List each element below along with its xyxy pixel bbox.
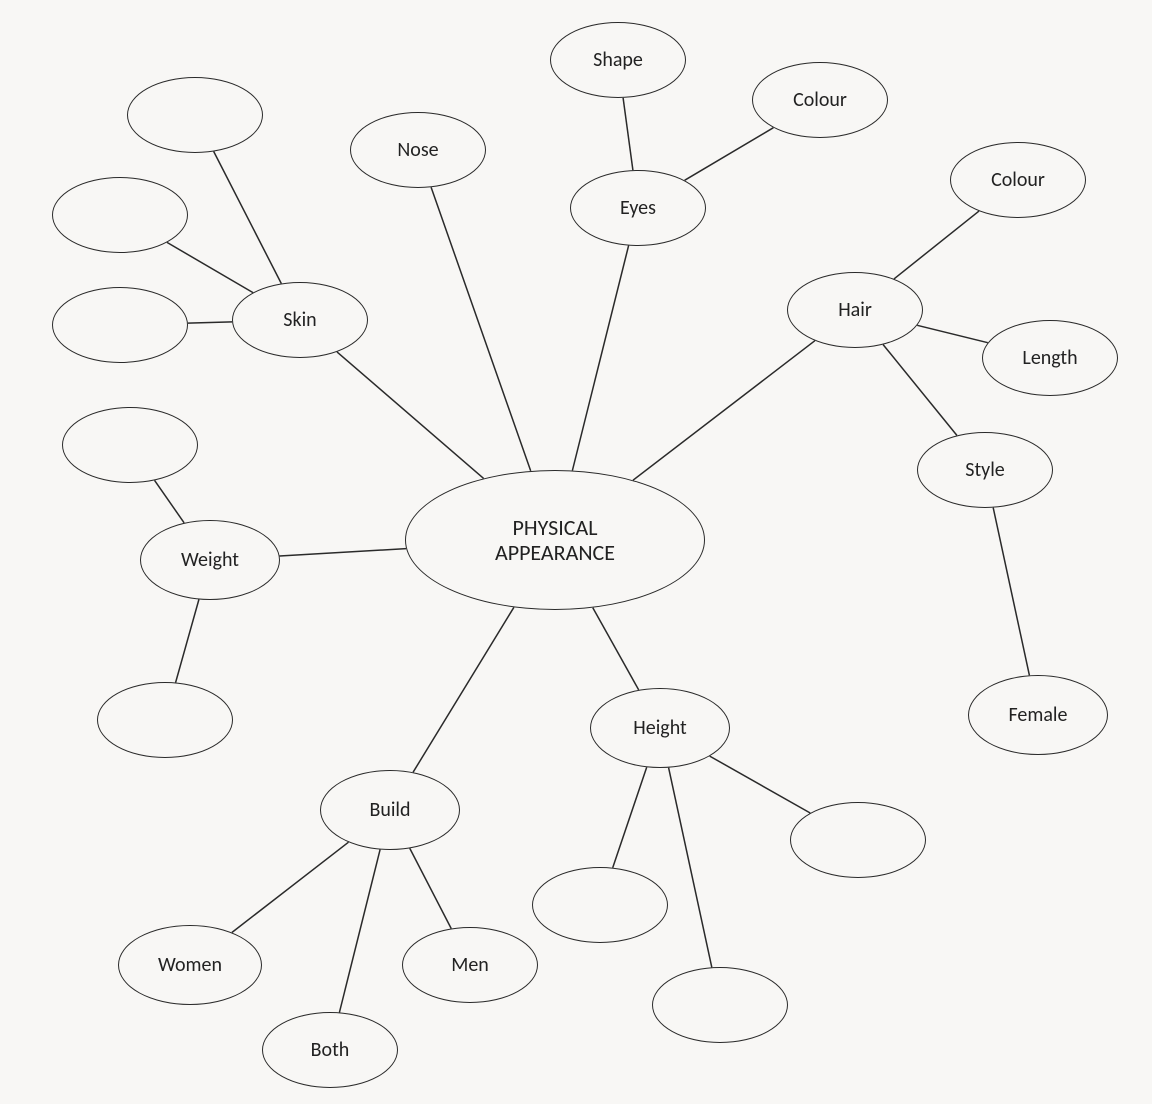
node-label-shape: Shape [593, 49, 643, 72]
node-label-men: Men [451, 954, 489, 977]
edge-hair-colour2 [894, 211, 979, 279]
edge-build-men [410, 848, 451, 928]
node-label-height: Height [633, 717, 686, 740]
edge-skin-skin_c [188, 322, 232, 323]
edge-center-nose [431, 187, 531, 471]
node-skin_c [52, 287, 188, 363]
node-label-length: Length [1022, 347, 1077, 370]
node-label-weight: Weight [181, 549, 239, 572]
node-label-colour1: Colour [793, 89, 847, 112]
edge-weight-wt_b [176, 600, 199, 683]
node-skin: Skin [232, 282, 368, 358]
node-label-colour2: Colour [991, 169, 1045, 192]
node-label-center: PHYSICAL APPEARANCE [495, 515, 615, 566]
node-ht_a [532, 867, 668, 943]
node-female: Female [968, 675, 1108, 755]
edge-center-height [593, 608, 639, 690]
node-label-both: Both [311, 1039, 350, 1062]
edge-center-eyes [572, 246, 628, 471]
node-men: Men [402, 927, 538, 1003]
edge-height-ht_b [669, 768, 712, 968]
edge-hair-style [883, 345, 957, 436]
node-wt_b [97, 682, 233, 758]
node-wt_a [62, 407, 198, 483]
edge-skin-skin_b [167, 242, 253, 292]
node-nose: Nose [350, 112, 486, 188]
edge-skin-skin_a [214, 152, 282, 284]
node-style: Style [917, 432, 1053, 508]
node-label-female: Female [1009, 704, 1068, 727]
node-shape: Shape [550, 22, 686, 98]
node-label-style: Style [965, 459, 1004, 482]
edge-style-female [993, 508, 1029, 676]
node-label-hair: Hair [838, 299, 872, 322]
node-length: Length [982, 320, 1118, 396]
node-eyes: Eyes [570, 170, 706, 246]
node-skin_b [52, 177, 188, 253]
node-label-eyes: Eyes [620, 197, 656, 220]
node-ht_c [790, 802, 926, 878]
node-skin_a [127, 77, 263, 153]
node-hair: Hair [787, 272, 923, 348]
edge-build-both [339, 850, 380, 1013]
edge-weight-wt_a [155, 480, 185, 522]
node-colour2: Colour [950, 142, 1086, 218]
node-label-skin: Skin [283, 309, 316, 332]
node-build: Build [320, 770, 460, 850]
edge-center-build [413, 607, 514, 772]
node-women: Women [118, 925, 262, 1005]
node-label-women: Women [158, 954, 222, 977]
node-center: PHYSICAL APPEARANCE [405, 470, 705, 610]
edge-eyes-shape [623, 98, 633, 170]
node-label-nose: Nose [397, 139, 438, 162]
node-both: Both [262, 1012, 398, 1088]
edge-height-ht_a [613, 767, 647, 867]
edge-height-ht_c [710, 756, 811, 813]
edge-center-skin [337, 352, 484, 479]
edge-center-hair [633, 341, 815, 481]
node-weight: Weight [140, 520, 280, 600]
node-label-build: Build [369, 799, 410, 822]
edge-eyes-colour1 [685, 128, 774, 181]
node-ht_b [652, 967, 788, 1043]
edge-center-weight [280, 549, 407, 556]
edge-build-women [232, 842, 349, 932]
node-height: Height [590, 688, 730, 768]
mindmap-canvas: PHYSICAL APPEARANCE Nose Eyes Shape Colour Ha… [0, 0, 1152, 1104]
node-colour1: Colour [752, 62, 888, 138]
edge-hair-length [917, 325, 988, 342]
